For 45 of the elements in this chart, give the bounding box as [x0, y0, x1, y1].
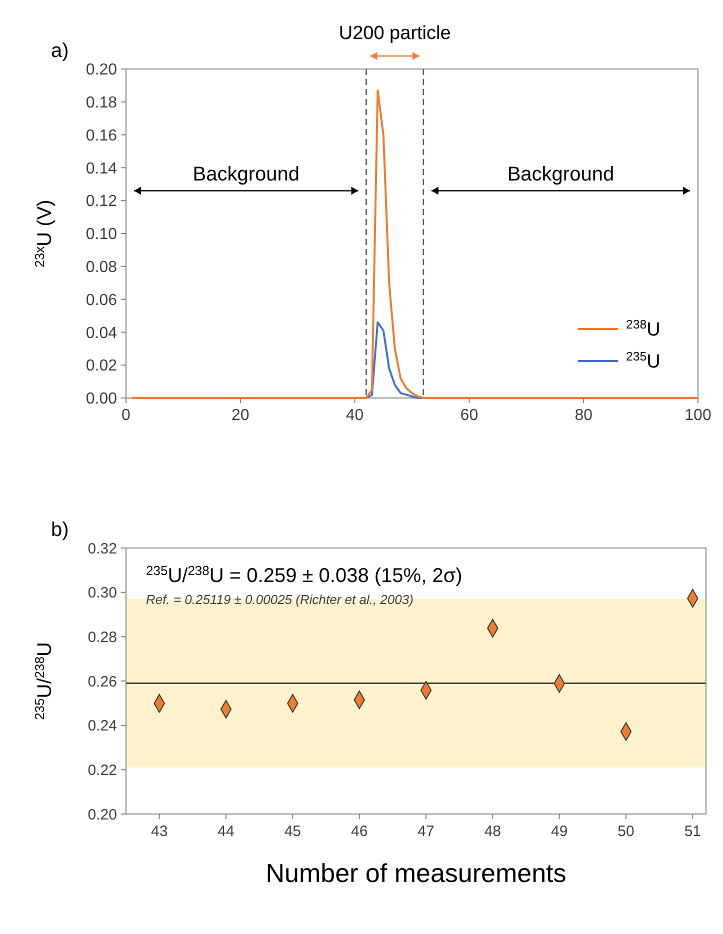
- y-tick-label: 0.10: [86, 226, 118, 244]
- y-tick-label: 0.18: [86, 94, 118, 112]
- x-tick-label: 50: [618, 823, 634, 840]
- chart-title: b): [51, 519, 69, 541]
- x-tick-label: 49: [550, 823, 568, 840]
- chart-title: a): [51, 40, 69, 62]
- x-tick-label: 43: [150, 823, 168, 840]
- x-tick-label: 45: [284, 823, 302, 840]
- x-tick-label: 100: [684, 407, 712, 424]
- annotation: Background: [192, 164, 300, 186]
- y-tick-label: 0.00: [86, 390, 118, 408]
- x-tick-label: 80: [574, 407, 593, 424]
- y-tick-label: 0.14: [86, 160, 118, 178]
- y-tick-label: 0.22: [88, 762, 117, 779]
- x-tick-label: 48: [484, 823, 502, 840]
- x-tick-label: 46: [350, 823, 368, 840]
- y-tick-label: 0.20: [86, 62, 118, 79]
- annotation: Ref. = 0.25119 ± 0.00025 (Richter et al., 2003): [146, 592, 414, 607]
- text: U200 particle: [338, 23, 451, 44]
- annotation: Background: [507, 164, 614, 186]
- y-tick-label: 0.28: [88, 628, 117, 646]
- x-tick-label: 40: [346, 407, 364, 424]
- y-tick-label: 0.08: [86, 259, 118, 276]
- x-tick-label: 51: [684, 823, 702, 840]
- y-tick-label: 0.16: [86, 127, 118, 144]
- y-tick-label: 0.26: [88, 673, 117, 690]
- annotation: $^{235}$U/$^{238}$U = 0.259 ± 0.038 (15%, 2σ): [146, 562, 462, 587]
- x-tick-label: 44: [218, 823, 234, 840]
- y-tick-label: 0.20: [88, 806, 117, 824]
- y-tick-label: 0.12: [86, 193, 118, 210]
- y-tick-label: 0.04: [86, 324, 118, 342]
- legend-label: $^{235}$U: [626, 350, 660, 373]
- line-series: [130, 89, 699, 399]
- y-tick-label: 0.24: [88, 718, 117, 735]
- x-tick-label: 20: [232, 407, 250, 424]
- legend-label: $^{238}$U: [626, 318, 660, 341]
- y-tick-label: 0.02: [86, 358, 118, 375]
- x-tick-label: 60: [460, 407, 478, 424]
- line-series: [365, 321, 424, 399]
- y-tick-label: 0.30: [88, 584, 117, 602]
- x-tick-label: 47: [418, 823, 434, 840]
- x-axis-title: Number of measurements: [266, 858, 566, 888]
- y-tick-label: 0.06: [86, 292, 118, 309]
- y-tick-label: 0.32: [88, 540, 117, 558]
- x-tick-label: 0: [122, 407, 131, 424]
